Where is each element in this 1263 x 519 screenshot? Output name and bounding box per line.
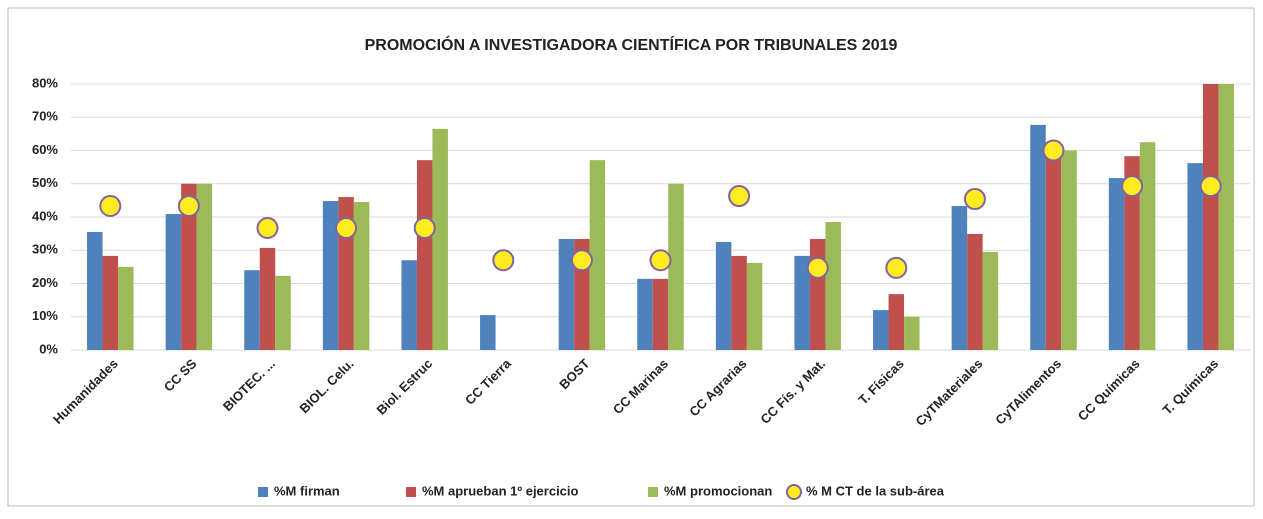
y-tick-label: 40% xyxy=(32,208,58,223)
marker xyxy=(335,216,358,239)
marker xyxy=(963,188,986,211)
marker xyxy=(570,249,593,272)
marker xyxy=(885,256,908,279)
legend-label: % M CT de la sub-área xyxy=(806,483,945,498)
legend-swatch xyxy=(648,487,658,497)
bar xyxy=(825,221,841,350)
bar xyxy=(558,238,575,350)
marker xyxy=(728,185,751,208)
bar xyxy=(809,238,826,350)
marker xyxy=(99,195,122,218)
bar xyxy=(322,201,339,350)
bar xyxy=(731,255,747,350)
bar xyxy=(715,241,732,350)
legend-swatch xyxy=(406,487,416,497)
marker xyxy=(806,256,829,279)
bar xyxy=(259,247,276,350)
y-tick-label: 10% xyxy=(32,308,58,323)
bar xyxy=(668,183,684,350)
y-tick-label: 20% xyxy=(32,275,58,290)
legend-swatch xyxy=(258,487,268,497)
bar xyxy=(873,310,889,350)
bar xyxy=(794,255,810,350)
marker xyxy=(256,216,279,239)
bar xyxy=(102,255,119,350)
bar xyxy=(244,270,260,350)
bar xyxy=(967,233,983,350)
legend-label: %M promocionan xyxy=(664,483,772,498)
y-tick-label: 0% xyxy=(39,341,58,356)
bar xyxy=(951,206,968,350)
bar xyxy=(1108,178,1125,350)
bar xyxy=(165,214,182,350)
bar xyxy=(982,251,999,350)
bar xyxy=(87,231,103,350)
bar xyxy=(888,294,905,350)
bar xyxy=(1202,84,1219,350)
marker xyxy=(413,216,436,239)
y-tick-label: 50% xyxy=(32,175,58,190)
bar xyxy=(1187,163,1203,350)
marker xyxy=(1042,139,1065,162)
marker xyxy=(492,249,515,272)
bar xyxy=(589,160,606,350)
marker xyxy=(1199,175,1222,198)
bar xyxy=(1139,142,1156,350)
bar xyxy=(196,183,213,350)
bar xyxy=(1061,150,1077,350)
bar xyxy=(746,262,763,350)
legend-label: %M firman xyxy=(274,483,340,498)
y-tick-label: 30% xyxy=(32,242,58,257)
y-tick-label: 80% xyxy=(32,75,58,90)
marker xyxy=(177,195,200,218)
y-tick-label: 60% xyxy=(32,142,58,157)
bar xyxy=(652,278,669,350)
marker xyxy=(649,249,672,272)
bar xyxy=(1045,150,1062,350)
bar xyxy=(1030,124,1046,351)
legend-marker xyxy=(786,484,802,500)
bar xyxy=(637,278,653,350)
legend-label: %M aprueban 1º ejercicio xyxy=(422,483,579,498)
bar xyxy=(118,266,134,350)
y-tick-label: 70% xyxy=(32,109,58,124)
bar xyxy=(353,202,370,350)
marker xyxy=(1121,175,1144,198)
bar xyxy=(1124,156,1140,350)
bar xyxy=(275,275,291,350)
bar xyxy=(480,315,496,350)
bar xyxy=(432,128,448,350)
chart-title: PROMOCIÓN A INVESTIGADORA CIENTÍFICA POR… xyxy=(365,35,898,54)
bar xyxy=(416,160,433,350)
bar xyxy=(181,183,197,350)
bar xyxy=(1218,84,1234,350)
bar xyxy=(401,260,417,350)
bar xyxy=(904,316,920,350)
